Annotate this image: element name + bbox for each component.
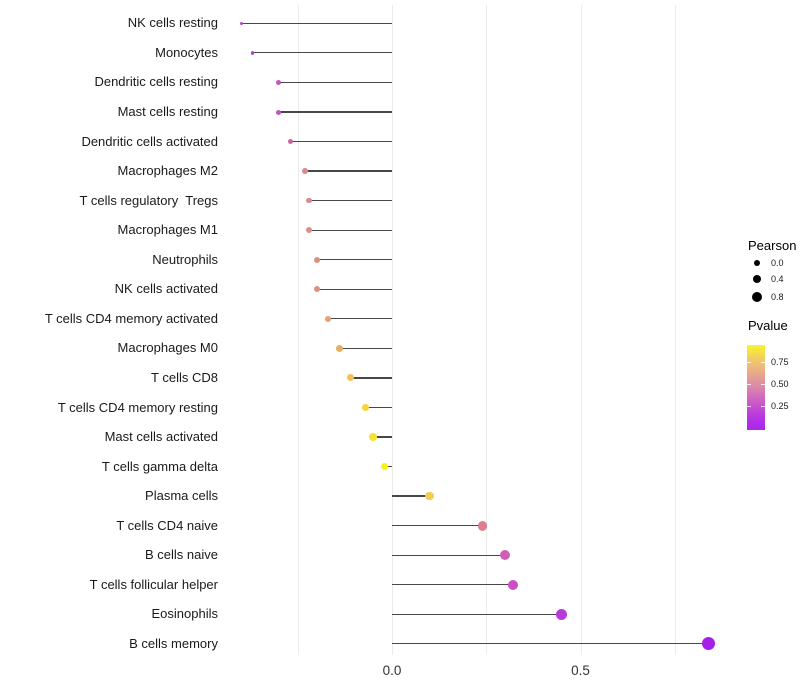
lollipop-stem — [290, 140, 392, 143]
lollipop-stem — [384, 465, 392, 468]
y-axis-label: B cells naive — [145, 547, 218, 563]
y-axis-label: Macrophages M2 — [117, 163, 218, 179]
y-axis-label: T cells CD4 memory activated — [44, 310, 218, 326]
y-axis-label: Dendritic cells resting — [94, 74, 218, 90]
x-axis-tick-label: 0.0 — [382, 663, 402, 678]
lollipop-dot — [276, 79, 282, 85]
y-axis-label: Dendritic cells activated — [81, 133, 218, 149]
y-axis-label: NK cells resting — [127, 15, 218, 31]
lollipop-dot — [477, 520, 488, 531]
legend-size-label: 0.0 — [771, 257, 784, 268]
lollipop-stem — [365, 406, 392, 409]
x-gridline — [297, 5, 299, 655]
lollipop-stem — [339, 347, 392, 350]
legend-size-label: 0.4 — [771, 273, 784, 284]
lollipop-stem — [392, 643, 709, 645]
legend-size-title: Pearson — [748, 238, 797, 253]
colorbar-tick-mark — [761, 406, 765, 408]
x-gridline — [674, 5, 676, 655]
y-axis-label: T cells CD4 memory resting — [57, 399, 218, 415]
y-axis-label: T cells CD4 naive — [116, 517, 218, 533]
lollipop-stem — [392, 613, 562, 615]
colorbar-tick-label: 0.50 — [771, 378, 789, 389]
colorbar-tick-mark — [761, 384, 765, 386]
y-axis-label: Mast cells activated — [104, 429, 218, 444]
colorbar-tick-mark — [761, 362, 765, 364]
lollipop-dot — [361, 403, 370, 412]
x-axis-tick-label: 0.5 — [571, 663, 590, 678]
lollipop-stem — [278, 81, 392, 84]
y-axis-label: Eosinophils — [151, 606, 219, 622]
lollipop-stem — [316, 288, 392, 290]
lollipop-stem — [392, 584, 513, 586]
lollipop-dot — [287, 138, 293, 145]
colorbar-tick-mark — [747, 362, 751, 364]
lollipop-stem — [327, 318, 392, 320]
legend-size-label: 0.8 — [771, 291, 784, 302]
lollipop-dot — [380, 462, 389, 471]
lollipop-dot — [313, 256, 320, 263]
lollipop-stem — [392, 495, 430, 497]
legend-colorbar-title: Pvalue — [748, 318, 788, 333]
lollipop-stem — [241, 22, 392, 24]
lollipop-stem — [392, 554, 506, 556]
legend-size-circle — [752, 274, 762, 284]
y-axis-label: T cells CD8 — [151, 369, 218, 385]
y-axis-label: T cells gamma delta — [101, 458, 218, 474]
lollipop-dot — [302, 168, 309, 174]
y-axis-label: B cells memory — [129, 635, 218, 651]
lollipop-stem — [373, 436, 392, 438]
lollipop-stem — [252, 52, 392, 54]
y-axis-label: T cells follicular helper — [89, 576, 218, 592]
colorbar-tick-label: 0.75 — [771, 356, 789, 367]
lollipop-stem — [392, 524, 483, 527]
legend-size-circle — [752, 292, 762, 302]
y-axis-label: Macrophages M1 — [117, 222, 218, 238]
x-gridline — [486, 5, 488, 655]
y-axis-label: NK cells activated — [114, 281, 218, 297]
lollipop-dot — [425, 491, 435, 501]
lollipop-stem — [350, 377, 392, 379]
lollipop-dot — [313, 286, 320, 293]
y-axis-label: Mast cells resting — [117, 104, 218, 119]
lollipop-dot — [702, 637, 716, 651]
x-gridline — [580, 5, 582, 655]
y-axis-label: Macrophages M0 — [117, 340, 218, 356]
lollipop-stem — [316, 259, 392, 261]
x-gridline — [392, 5, 393, 655]
legend-size-circle — [753, 259, 761, 267]
y-axis-label: Neutrophils — [152, 251, 218, 267]
lollipop-dot — [239, 21, 243, 25]
colorbar-tick-mark — [747, 384, 751, 386]
lollipop-dot — [250, 51, 255, 55]
lollipop-dot — [556, 608, 568, 620]
lollipop-dot — [335, 345, 343, 352]
colorbar-tick-label: 0.25 — [771, 400, 789, 411]
lollipop-dot — [324, 315, 332, 322]
lollipop-dot — [369, 433, 377, 441]
y-axis-label: Plasma cells — [145, 488, 218, 504]
lollipop-dot — [306, 197, 312, 204]
lollipop-dot — [276, 109, 282, 115]
lollipop-stem — [278, 111, 392, 113]
lollipop-dot — [306, 227, 313, 234]
lollipop-stem — [309, 199, 392, 202]
y-axis-label: T cells regulatory Tregs — [79, 192, 218, 208]
lollipop-dot — [507, 579, 518, 590]
lollipop-dot — [347, 374, 354, 382]
lollipop-stem — [305, 170, 392, 172]
pvalue-colorbar — [747, 345, 765, 430]
y-axis-label: Monocytes — [155, 44, 218, 60]
lollipop-dot — [500, 550, 511, 561]
colorbar-tick-mark — [747, 406, 751, 408]
lollipop-stem — [309, 229, 392, 231]
